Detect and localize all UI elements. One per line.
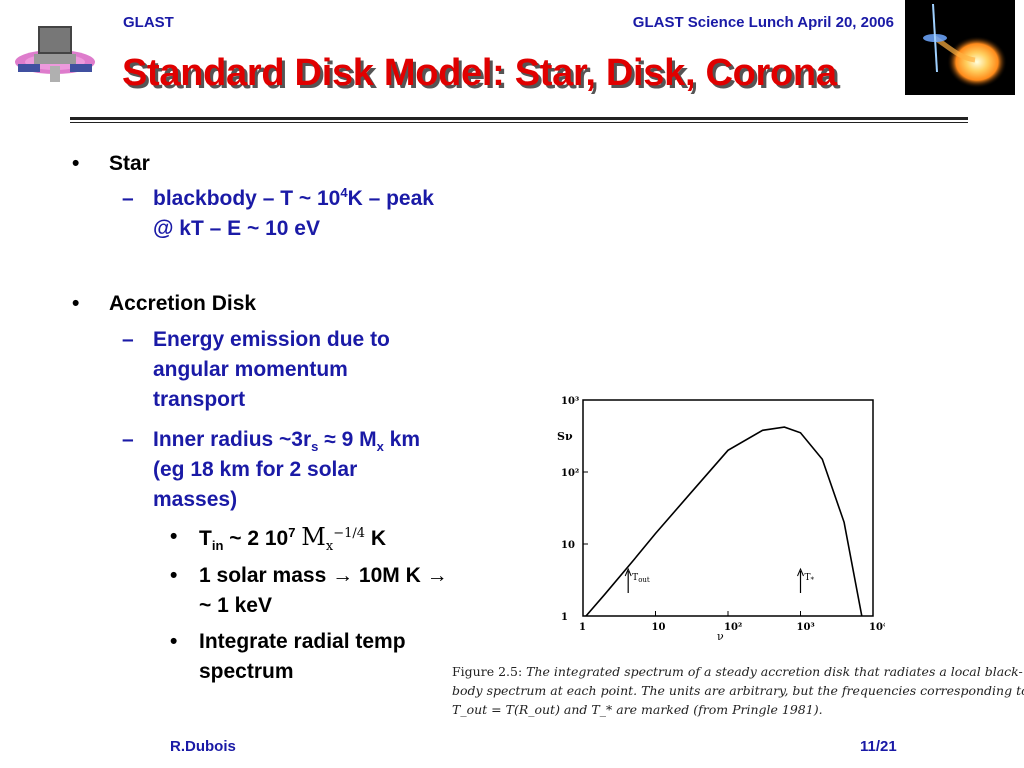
bullet-dot: • — [72, 292, 80, 315]
y-tick-label: 10² — [561, 468, 579, 479]
y-axis-label: Sν — [557, 430, 573, 443]
x-tick-label: 1 — [579, 622, 586, 633]
subsub-tin: • Tin ~ 2 107 Mx−1/4 K — [170, 523, 387, 555]
footer-author: R.Dubois — [170, 738, 236, 755]
frequency-markers: Tout T* — [624, 567, 815, 593]
y-tick-label: 10³ — [561, 396, 579, 407]
x-axis-label: ν — [717, 630, 724, 643]
glast-logo — [10, 14, 100, 90]
x-tick-label: 10² — [724, 622, 742, 633]
subsub-solar-mass: • 1 solar mass → 10M K → ~ 1 keV — [170, 564, 448, 617]
title-rule — [70, 117, 968, 120]
spectrum-curve — [585, 426, 863, 617]
subbullet-inner-radius: – Inner radius ~3rs ≈ 9 Mx km (eg 18 km … — [122, 428, 421, 511]
subsub-integrate: • Integrate radial temp spectrum — [170, 630, 406, 683]
bullet-dot: • — [72, 152, 80, 175]
title-rule-thin — [70, 122, 968, 123]
subbullet-blackbody: – blackbody – T ~ 104K – peak @ kT – E ~… — [122, 185, 434, 240]
svg-text:T*: T* — [805, 573, 815, 584]
plot-frame — [582, 399, 874, 617]
spectrum-figure: Sν ν 1 10 10² 10³ 10⁴ 10³ 10² 10 1 Tout T* — [555, 388, 888, 643]
accretion-disk-image — [905, 0, 1015, 95]
header-left: GLAST — [123, 14, 174, 31]
marker-t-out: Tout — [624, 567, 650, 593]
slide-title: Standard Disk Model: Star, Disk, Corona — [122, 52, 837, 94]
y-tick-label: 10 — [561, 540, 575, 551]
svg-text:Tout: Tout — [632, 573, 650, 584]
ticks: 1 10 10² 10³ 10⁴ 10³ 10² 10 1 — [561, 396, 888, 633]
footer-page-number: 11/21 — [860, 738, 897, 755]
mass-symbol: M — [301, 523, 326, 551]
x-tick-label: 10⁴ — [869, 622, 885, 633]
spectrum-chart: Sν ν 1 10 10² 10³ 10⁴ 10³ 10² 10 1 Tout T* — [557, 396, 888, 643]
x-tick-label: 10 — [652, 622, 666, 633]
x-tick-label: 10³ — [797, 622, 815, 633]
header-right: GLAST Science Lunch April 20, 2006 — [632, 14, 894, 31]
figure-caption: Figure 2.5: The integrated spectrum of a… — [452, 664, 1024, 717]
marker-t-star: T* — [797, 567, 815, 593]
subbullet-energy-emission: – Energy emission due to angular momentu… — [122, 328, 390, 411]
y-tick-label: 1 — [561, 612, 568, 623]
